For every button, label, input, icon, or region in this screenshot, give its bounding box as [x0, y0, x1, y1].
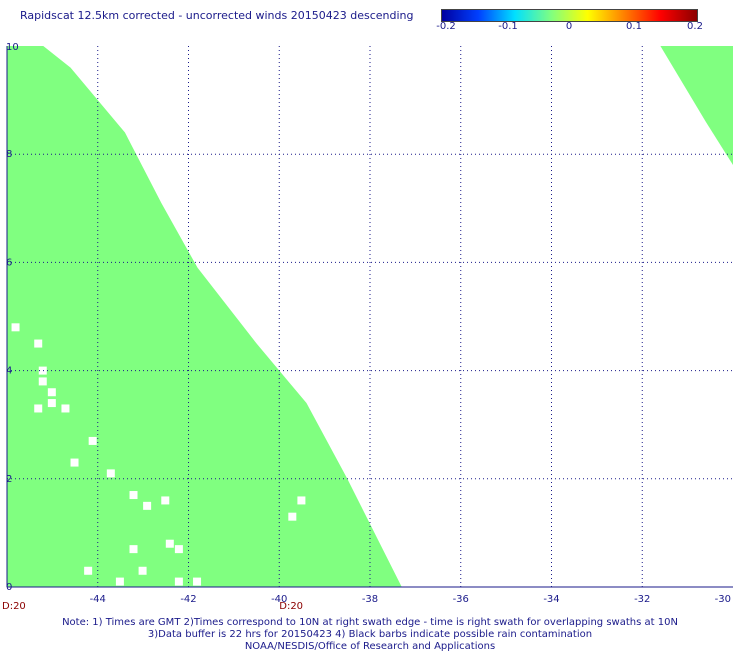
missing-cell — [34, 404, 43, 413]
time-label: D:20 — [2, 601, 26, 612]
missing-cell — [174, 545, 183, 554]
y-tick-label: 10 — [6, 42, 19, 53]
colorbar-tick: 0 — [565, 21, 573, 32]
chart-plot: -44 -42 -40 -38 -36 -34 -32 -30 0 2 4 6 8 10 D:20 D:20 — [2, 42, 733, 612]
missing-cell — [11, 323, 20, 332]
y-tick-label: 4 — [6, 366, 12, 377]
y-tick-label: 0 — [6, 582, 12, 593]
y-tick-label: 8 — [6, 149, 12, 160]
missing-cell — [106, 469, 115, 478]
y-tick-label: 6 — [6, 257, 12, 268]
missing-cell — [88, 436, 97, 445]
colorbar-tick: 0.1 — [626, 21, 642, 32]
missing-cell — [143, 501, 152, 510]
missing-cell — [138, 566, 147, 575]
colorbar — [441, 9, 698, 22]
x-tick-label: -38 — [362, 594, 378, 605]
missing-cell — [34, 339, 43, 348]
missing-cell — [161, 496, 170, 505]
time-label: D:20 — [279, 601, 303, 612]
missing-cell — [47, 399, 56, 408]
x-tick-label: -30 — [715, 594, 731, 605]
missing-cell — [38, 366, 47, 375]
x-tick-label: -34 — [543, 594, 559, 605]
missing-cell — [129, 545, 138, 554]
swath-northeast — [660, 46, 733, 166]
swath-main — [7, 46, 402, 587]
y-tick-label: 2 — [6, 474, 12, 485]
footnote-line: 3)Data buffer is 22 hrs for 20150423 4) … — [147, 629, 593, 640]
missing-cell — [70, 458, 79, 467]
missing-cell — [193, 577, 202, 586]
missing-cell — [174, 577, 183, 586]
x-tick-label: -44 — [90, 594, 106, 605]
x-tick-label: -36 — [453, 594, 469, 605]
footnotes: Note: 1) Times are GMT 2)Times correspon… — [0, 617, 740, 653]
x-tick-label: -42 — [180, 594, 196, 605]
missing-cell — [61, 404, 70, 413]
footnote-line: NOAA/NESDIS/Office of Research and Appli… — [244, 641, 496, 652]
missing-cell — [115, 577, 124, 586]
x-tick-label: -40 — [271, 594, 287, 605]
colorbar-tick: 0.2 — [687, 21, 703, 32]
missing-cell — [47, 388, 56, 397]
missing-cell — [297, 496, 306, 505]
x-tick-label: -32 — [634, 594, 650, 605]
missing-cell — [288, 512, 297, 521]
missing-cell — [84, 566, 93, 575]
colorbar-tick: -0.2 — [436, 21, 456, 32]
colorbar-tick: -0.1 — [498, 21, 518, 32]
chart-title: Rapidscat 12.5km corrected - uncorrected… — [20, 9, 414, 22]
missing-cell — [165, 539, 174, 548]
missing-cell — [129, 491, 138, 500]
footnote-line: Note: 1) Times are GMT 2)Times correspon… — [62, 617, 678, 628]
missing-cell — [38, 377, 47, 386]
